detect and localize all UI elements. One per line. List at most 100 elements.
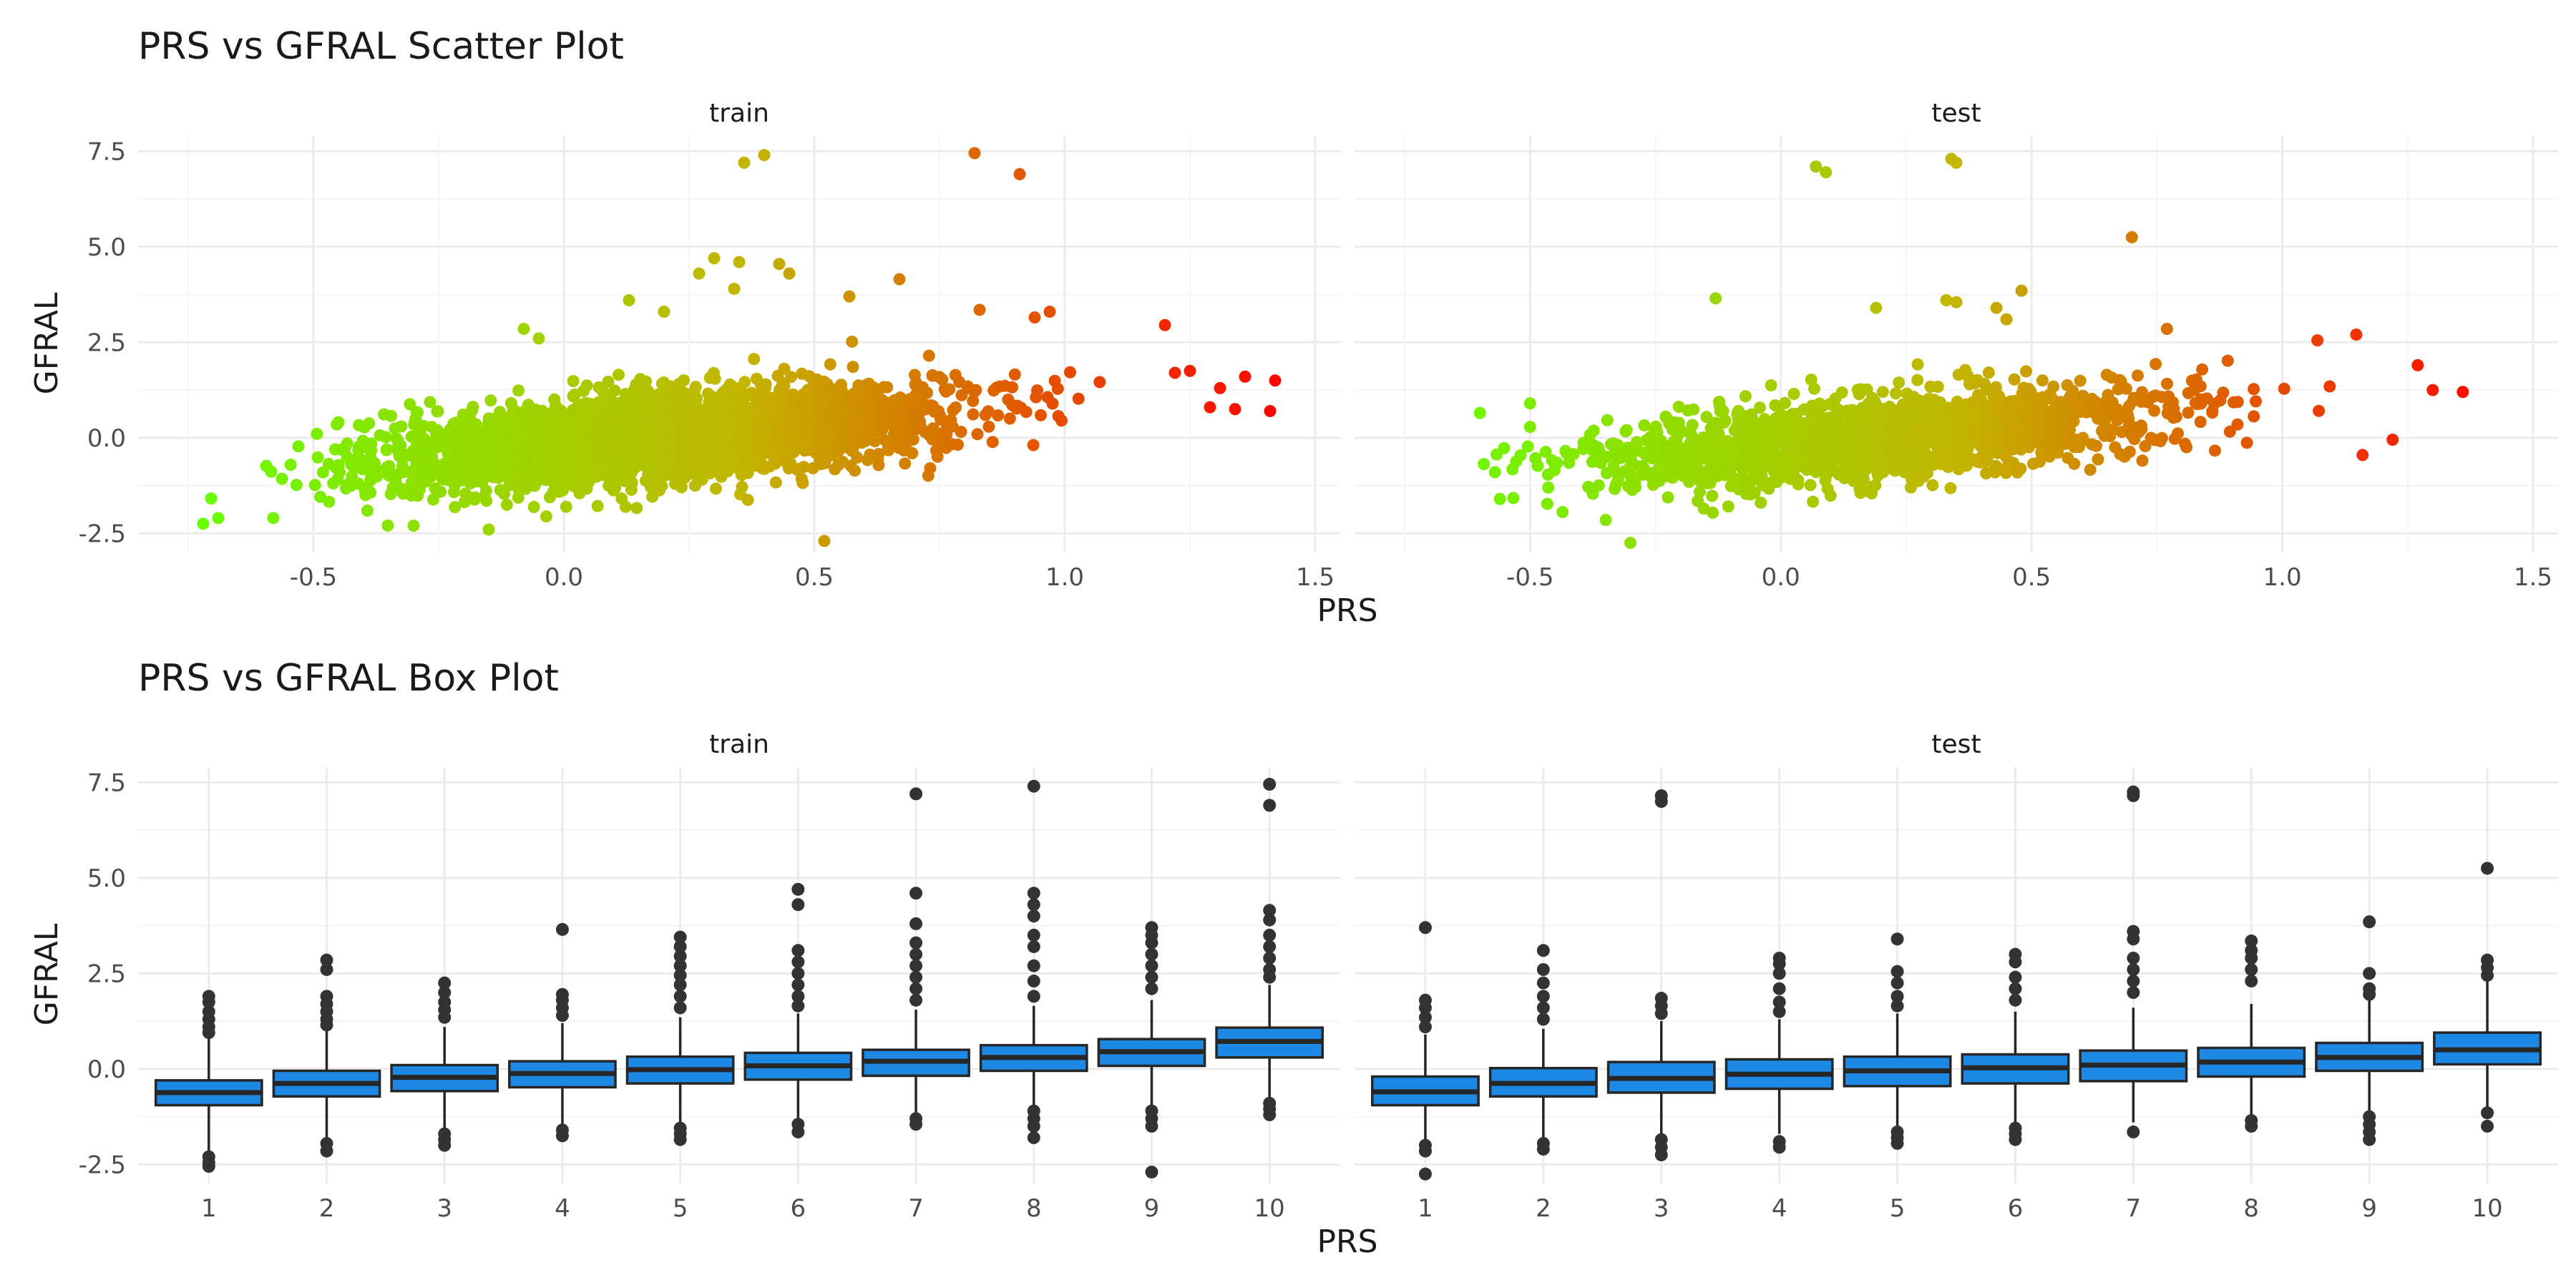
scatter-point — [1955, 435, 1968, 448]
scatter-outlier-point — [1239, 370, 1252, 383]
scatter-point — [1586, 487, 1599, 500]
scatter-point — [693, 444, 706, 457]
scatter-point — [560, 458, 572, 471]
scatter-outlier-point — [738, 156, 751, 169]
scatter-point — [1722, 500, 1735, 513]
scatter-point — [599, 459, 612, 471]
scatter-point — [527, 431, 540, 444]
scatter-point — [205, 492, 218, 505]
scatter-point — [754, 386, 767, 399]
scatter-point — [2036, 374, 2049, 387]
scatter-point — [2127, 391, 2140, 404]
scatter-point — [557, 432, 570, 445]
scatter-point — [849, 464, 862, 477]
scatter-point — [2034, 406, 2046, 419]
scatter-point — [1745, 408, 1758, 421]
scatter-point — [1982, 366, 1995, 379]
scatter-point — [723, 461, 736, 474]
scatter-train-x-ticks: -0.5 0.0 0.5 1.0 1.5 — [290, 563, 1335, 592]
scatter-point — [967, 394, 980, 407]
scatter-point — [1697, 502, 1710, 515]
scatter-point — [609, 434, 622, 447]
scatter-point — [770, 391, 783, 404]
scatter-point — [1821, 456, 1834, 469]
scatter-point — [2036, 426, 2048, 439]
scatter-point — [567, 375, 580, 388]
scatter-outlier-point — [843, 290, 856, 303]
scatter-point — [971, 428, 984, 441]
scatter-point — [341, 437, 353, 450]
scatter-point — [927, 425, 940, 438]
scatter-point — [771, 403, 784, 416]
scatter-point — [341, 478, 353, 491]
scatter-test-grid — [1355, 136, 2558, 552]
scatter-point — [846, 336, 859, 348]
scatter-point — [1559, 444, 1572, 457]
scatter-point — [2070, 393, 2083, 406]
scatter-point — [797, 461, 810, 474]
scatter-point — [2180, 441, 2193, 454]
scatter-point — [417, 459, 430, 472]
scatter-point — [1712, 454, 1724, 467]
scatter-point — [2008, 373, 2021, 386]
scatter-point — [510, 417, 523, 430]
scatter-outlier-point — [973, 303, 986, 316]
scatter-point — [756, 441, 769, 454]
scatter-point — [1694, 486, 1706, 498]
scatter-point — [1979, 409, 1992, 422]
scatter-point — [797, 400, 810, 413]
scatter-point — [879, 434, 892, 447]
scatter-point — [1706, 489, 1719, 502]
scatter-point — [577, 384, 590, 397]
scatter-point — [608, 384, 621, 397]
scatter-point — [1787, 388, 1800, 400]
scatter-point — [2024, 396, 2036, 409]
scatter-point — [986, 436, 999, 449]
scatter-point — [992, 409, 1005, 421]
scatter-point — [2092, 453, 2104, 466]
scatter-point — [827, 408, 840, 421]
scatter-point — [582, 477, 595, 489]
scatter-point — [1811, 424, 1824, 436]
scatter-outlier-point — [267, 512, 280, 525]
scatter-outlier-point — [407, 519, 420, 532]
scatter-point — [869, 435, 882, 448]
scatter-point — [613, 369, 625, 381]
scatter-point — [484, 394, 497, 407]
scatter-point — [814, 398, 827, 411]
scatter-outlier-point — [1709, 292, 1722, 305]
scatter-point — [2111, 414, 2124, 426]
scatter-point — [1780, 457, 1793, 469]
scatter-point — [1541, 497, 1553, 510]
scatter-point — [859, 434, 872, 447]
scatter-point — [1659, 410, 1672, 423]
scatter-point — [614, 402, 626, 415]
scatter-point — [1947, 449, 1960, 462]
scatter-point — [469, 491, 482, 504]
scatter-point — [785, 371, 797, 384]
scatter-point — [902, 396, 914, 409]
scatter-outlier-point — [1043, 306, 1056, 318]
scatter-outlier-point — [1950, 156, 1963, 169]
scatter-point — [1624, 469, 1637, 482]
scatter-point — [1035, 409, 1047, 421]
scatter-point — [314, 490, 327, 503]
scatter-point — [1824, 489, 1837, 502]
scatter-point — [436, 473, 449, 486]
scatter-point — [2067, 415, 2080, 428]
scatter-point — [1765, 379, 1777, 391]
scatter-point — [630, 502, 643, 514]
scatter-point — [459, 487, 472, 500]
scatter-point — [889, 438, 902, 451]
scatter-point — [1902, 408, 1915, 421]
scatter-point — [2149, 389, 2162, 402]
scatter-point — [1682, 404, 1694, 417]
scatter-point — [899, 457, 912, 470]
scatter-point — [2248, 383, 2260, 396]
scatter-point — [831, 422, 844, 435]
scatter-point — [361, 504, 374, 517]
scatter-point — [1051, 382, 1064, 395]
scatter-point — [2100, 369, 2113, 381]
scatter-point — [1609, 482, 1621, 495]
scatter-point — [952, 439, 964, 451]
